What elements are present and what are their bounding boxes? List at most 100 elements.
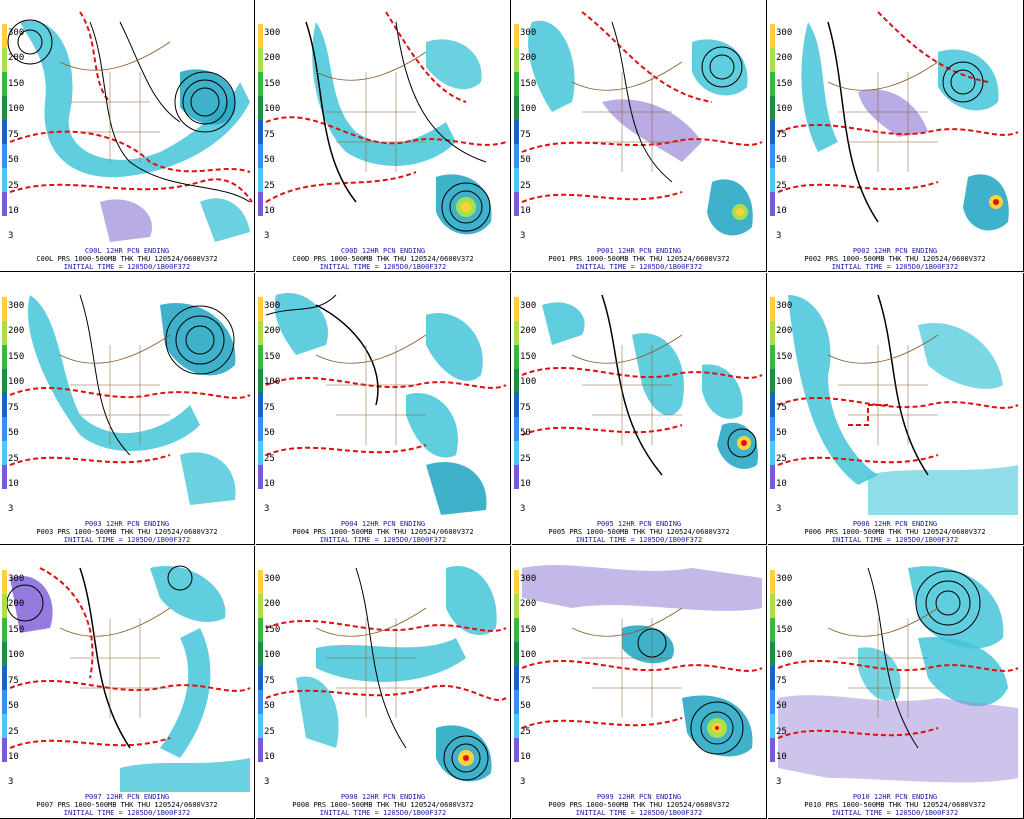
scale-tick-150: 150 xyxy=(776,352,793,362)
scale-tick-200: 200 xyxy=(8,53,25,63)
panel-p001: 300 200 150 100 75 50 25 10 3 P001 12HR … xyxy=(512,0,767,272)
color-scale-bar xyxy=(258,297,263,511)
color-scale-bar xyxy=(258,24,263,238)
scale-tick-100: 100 xyxy=(520,104,537,114)
scale-tick-25: 25 xyxy=(264,727,275,737)
scale-tick-75: 75 xyxy=(8,676,19,686)
panel-title: P010 12HR PCN ENDING xyxy=(852,793,938,801)
precip-map xyxy=(265,566,507,782)
scale-tick-200: 200 xyxy=(520,326,537,336)
panel-title: P002 12HR PCN ENDING xyxy=(852,247,938,255)
scale-tick-300: 300 xyxy=(8,574,25,584)
precip-map xyxy=(777,566,1019,783)
panel-p004: 300 200 150 100 75 50 25 10 3 P004 12HR … xyxy=(256,273,511,545)
precip-map xyxy=(265,293,507,515)
panel-subtitle: P004 PRS 1000-500MB THK THU 120524/0600V… xyxy=(292,528,474,536)
scale-tick-200: 200 xyxy=(8,599,25,609)
panel-init-time: INITIAL TIME = 1205D0/1B00F372 xyxy=(319,263,447,271)
scale-tick-200: 200 xyxy=(776,599,793,609)
panel-subtitle: C00L PRS 1000-500MB THK THU 120524/0600V… xyxy=(36,255,218,263)
scale-tick-100: 100 xyxy=(8,650,25,660)
scale-tick-150: 150 xyxy=(8,79,25,89)
scale-tick-200: 200 xyxy=(776,326,793,336)
scale-tick-3: 3 xyxy=(776,231,782,241)
panel-init-time: INITIAL TIME = 1205D0/1B00F372 xyxy=(63,809,191,817)
panel-p008: 300 200 150 100 75 50 25 10 3 P008 12HR … xyxy=(256,546,511,819)
panel-subtitle: P001 PRS 1000-500MB THK THU 120524/0600V… xyxy=(548,255,730,263)
scale-tick-300: 300 xyxy=(8,301,25,311)
scale-tick-3: 3 xyxy=(8,777,14,787)
scale-tick-50: 50 xyxy=(264,155,275,165)
color-scale-bar xyxy=(514,24,519,238)
scale-tick-50: 50 xyxy=(776,701,787,711)
precip-map xyxy=(521,565,763,757)
panel-c00l: 300 200 150 100 75 50 25 10 3 C00L 12HR … xyxy=(0,0,255,272)
panel-p006: 300 200 150 100 75 50 25 10 3 P006 12HR … xyxy=(768,273,1024,545)
scale-tick-300: 300 xyxy=(520,574,537,584)
scale-tick-3: 3 xyxy=(520,231,526,241)
scale-tick-150: 150 xyxy=(776,625,793,635)
scale-tick-75: 75 xyxy=(264,676,275,686)
scale-tick-3: 3 xyxy=(520,777,526,787)
precip-map xyxy=(265,11,507,235)
scale-tick-300: 300 xyxy=(264,574,281,584)
panel-title: P008 12HR PCN ENDING xyxy=(340,793,426,801)
panel-init-time: INITIAL TIME = 1205D0/1B00F372 xyxy=(63,263,191,271)
scale-tick-10: 10 xyxy=(776,206,787,216)
scale-tick-10: 10 xyxy=(264,752,275,762)
panel-title: P006 12HR PCN ENDING xyxy=(852,520,938,528)
panel-p003: 300 200 150 100 75 50 25 10 3 P003 12HR … xyxy=(0,273,255,545)
scale-tick-50: 50 xyxy=(520,155,531,165)
panel-init-time: INITIAL TIME = 1205D0/1B00F372 xyxy=(63,536,191,544)
scale-tick-150: 150 xyxy=(8,352,25,362)
scale-tick-10: 10 xyxy=(8,479,19,489)
scale-tick-10: 10 xyxy=(776,752,787,762)
scale-tick-150: 150 xyxy=(264,352,281,362)
panel-title: P007 12HR PCN ENDING xyxy=(84,793,170,801)
color-scale-bar xyxy=(514,570,519,784)
scale-tick-200: 200 xyxy=(520,53,537,63)
scale-tick-100: 100 xyxy=(520,650,537,660)
scale-tick-25: 25 xyxy=(8,727,19,737)
scale-tick-100: 100 xyxy=(8,104,25,114)
scale-tick-50: 50 xyxy=(776,155,787,165)
scale-tick-200: 200 xyxy=(264,599,281,609)
panel-subtitle: P003 PRS 1000-500MB THK THU 120524/0600V… xyxy=(36,528,218,536)
precip-map xyxy=(521,11,763,236)
panel-p005: 300 200 150 100 75 50 25 10 3 P005 12HR … xyxy=(512,273,767,545)
scale-tick-150: 150 xyxy=(264,79,281,89)
color-scale-bar xyxy=(514,297,519,511)
scale-tick-10: 10 xyxy=(776,479,787,489)
panel-subtitle: P010 PRS 1000-500MB THK THU 120524/0600V… xyxy=(804,801,986,809)
scale-tick-100: 100 xyxy=(8,377,25,387)
scale-tick-200: 200 xyxy=(264,326,281,336)
scale-tick-50: 50 xyxy=(520,701,531,711)
scale-tick-10: 10 xyxy=(264,206,275,216)
scale-tick-75: 75 xyxy=(520,403,531,413)
scale-tick-100: 100 xyxy=(776,650,793,660)
scale-tick-25: 25 xyxy=(264,181,275,191)
scale-tick-100: 100 xyxy=(776,104,793,114)
panel-subtitle: P009 PRS 1000-500MB THK THU 120524/0600V… xyxy=(548,801,730,809)
scale-tick-10: 10 xyxy=(520,206,531,216)
scale-tick-300: 300 xyxy=(264,28,281,38)
panel-p007: 300 200 150 100 75 50 25 10 3 P007 12HR … xyxy=(0,546,255,819)
panel-subtitle: P008 PRS 1000-500MB THK THU 120524/0600V… xyxy=(292,801,474,809)
scale-tick-200: 200 xyxy=(520,599,537,609)
scale-tick-150: 150 xyxy=(264,625,281,635)
panel-title: P009 12HR PCN ENDING xyxy=(596,793,682,801)
scale-tick-150: 150 xyxy=(520,625,537,635)
precip-map xyxy=(521,294,763,476)
scale-tick-3: 3 xyxy=(264,504,270,514)
scale-tick-200: 200 xyxy=(264,53,281,63)
scale-tick-25: 25 xyxy=(264,454,275,464)
color-scale-bar xyxy=(770,570,775,784)
scale-tick-300: 300 xyxy=(520,301,537,311)
panel-subtitle: P006 PRS 1000-500MB THK THU 120524/0600V… xyxy=(804,528,986,536)
scale-tick-3: 3 xyxy=(8,504,14,514)
panel-init-time: INITIAL TIME = 1205D0/1B00F372 xyxy=(831,809,959,817)
scale-tick-200: 200 xyxy=(8,326,25,336)
scale-tick-3: 3 xyxy=(776,504,782,514)
scale-tick-25: 25 xyxy=(520,454,531,464)
